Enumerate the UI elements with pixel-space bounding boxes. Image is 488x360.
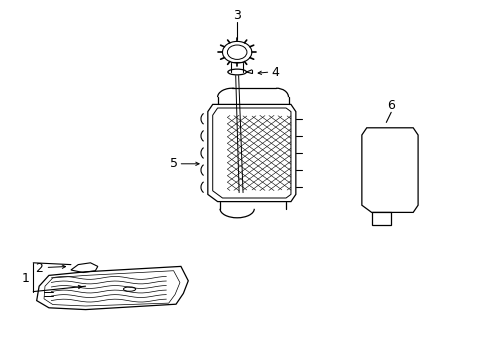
- Text: 5: 5: [169, 157, 177, 170]
- Text: 1: 1: [21, 273, 29, 285]
- Text: 3: 3: [233, 9, 241, 22]
- Polygon shape: [371, 212, 390, 225]
- Text: 2: 2: [35, 262, 43, 275]
- Text: 4: 4: [271, 66, 279, 79]
- Text: 6: 6: [386, 99, 394, 112]
